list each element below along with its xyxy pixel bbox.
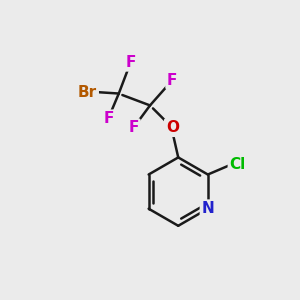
Text: Cl: Cl — [230, 157, 246, 172]
Text: F: F — [167, 73, 178, 88]
Text: Br: Br — [78, 85, 97, 100]
Text: F: F — [125, 55, 136, 70]
Text: O: O — [166, 120, 179, 135]
Text: N: N — [202, 201, 214, 216]
Text: F: F — [128, 120, 139, 135]
Text: F: F — [103, 111, 114, 126]
